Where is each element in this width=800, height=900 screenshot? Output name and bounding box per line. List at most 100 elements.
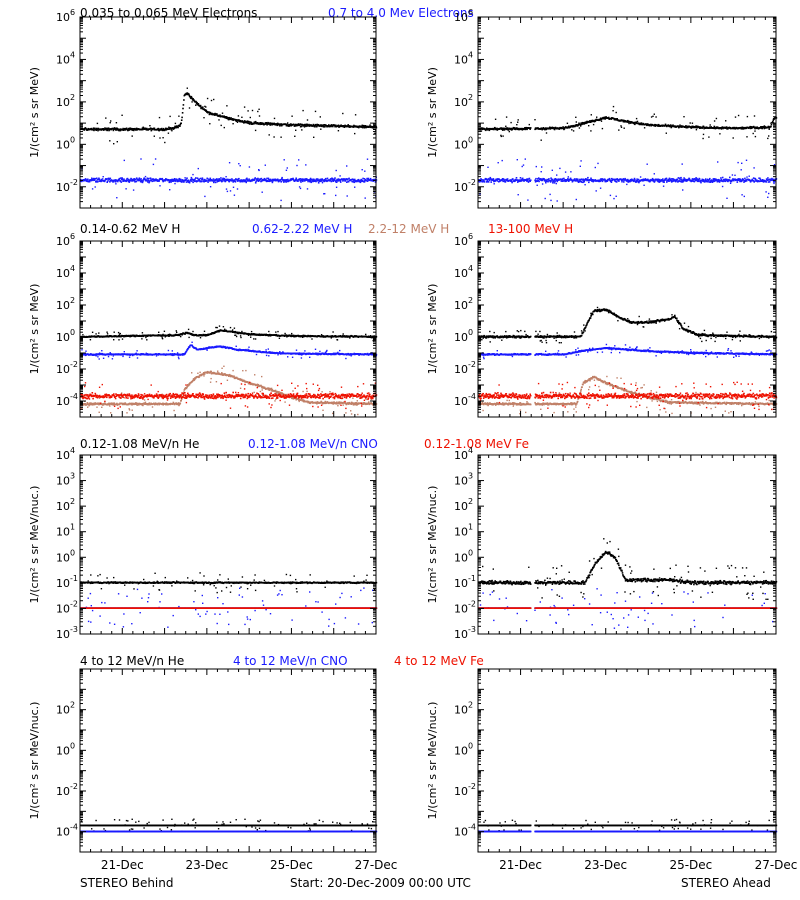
data-point [229,190,232,192]
data-point [606,180,609,182]
data-point [685,180,688,182]
data-point [98,177,100,180]
data-point [187,328,190,331]
data-point [186,177,188,179]
data-point [143,178,145,180]
data-point [294,125,297,127]
data-point [191,99,194,101]
data-point [357,126,360,129]
data-point [675,180,677,182]
data-point [691,178,694,180]
data-point [118,177,121,180]
data-point [722,127,724,130]
data-point [200,107,202,110]
data-point [199,337,202,339]
data-point [666,180,669,182]
data-point [362,177,364,180]
data-point [712,180,714,183]
data-point [245,181,247,184]
data-point [172,180,175,182]
data-point [581,179,584,181]
data-point [487,166,489,168]
data-point [125,179,128,181]
data-point [201,107,204,110]
data-point [717,126,719,129]
data-point [553,182,556,184]
data-point [768,128,770,130]
data-point [330,337,332,339]
data-point [333,178,336,181]
data-point [197,103,200,105]
data-point [346,195,348,197]
data-point [502,135,504,137]
data-point [222,326,225,328]
data-point [201,106,203,109]
data-point [649,179,652,182]
data-point [652,180,654,182]
data-point [193,99,195,101]
data-point [545,180,548,182]
data-point [255,353,258,356]
data-point [537,178,539,180]
data-point [639,123,642,125]
data-point [573,179,575,181]
data-point [118,129,120,132]
data-point [293,123,295,126]
data-point [603,178,606,180]
data-point [217,179,219,181]
data-point [261,191,263,193]
data-point [277,180,280,183]
data-point [213,98,215,101]
data-point [694,178,697,181]
data-point [529,127,532,129]
data-point [658,181,661,183]
data-point [661,125,664,127]
data-point [281,176,283,179]
data-point [180,178,182,181]
data-point [360,178,363,181]
data-point [717,180,720,183]
data-point [356,180,358,183]
data-point [590,177,592,180]
data-point [488,127,490,130]
data-point [235,335,238,338]
data-point [299,187,302,190]
data-point [235,345,237,347]
data-point [306,123,308,126]
data-point [234,181,237,183]
data-point [131,180,134,182]
data-point [681,179,683,181]
data-point [357,178,360,181]
legend-label: 13-100 MeV H [488,222,573,236]
data-point [98,178,101,181]
data-point [258,169,260,172]
data-point [758,180,761,183]
data-point [106,128,109,131]
data-point [200,180,203,183]
data-point [218,325,221,327]
data-point [271,181,274,184]
data-point [282,179,285,181]
data-point [650,123,652,126]
data-point [91,177,93,179]
data-point [485,129,487,132]
data-point [320,125,323,128]
data-point [646,163,648,165]
data-point [309,180,311,183]
data-point [556,180,559,183]
data-point [524,127,526,129]
data-point [195,104,197,106]
data-point [369,177,372,180]
data-point [210,99,213,102]
data-point [490,178,492,180]
data-point [219,179,222,182]
data-point [105,129,108,131]
data-point [314,348,317,350]
data-point [615,178,618,181]
data-point [479,193,481,195]
data-point [768,127,771,129]
data-point [120,181,123,183]
data-point [730,180,733,183]
data-point [176,125,179,128]
